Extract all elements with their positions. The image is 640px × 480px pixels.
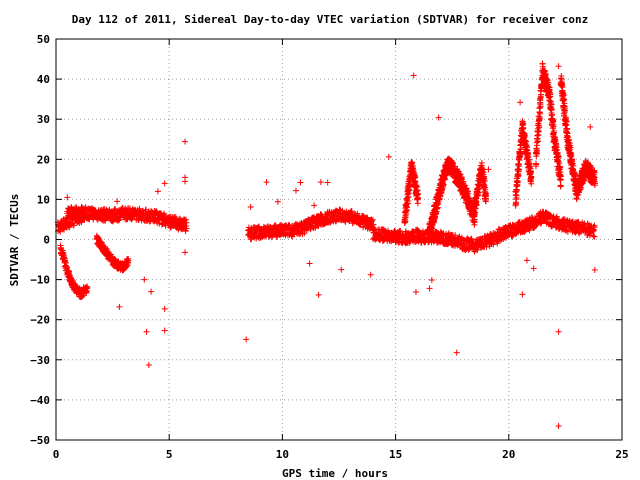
y-tick-label: −20 [30, 314, 50, 327]
x-tick-label: 15 [389, 448, 402, 461]
y-axis-label: SDTVAR / TECUs [8, 194, 21, 287]
data-point [71, 222, 78, 229]
data-point [415, 227, 422, 234]
data-point [474, 246, 481, 253]
data-point [359, 213, 366, 220]
y-tick-label: −40 [30, 394, 50, 407]
data-point [406, 240, 413, 247]
x-tick-label: 10 [276, 448, 289, 461]
data-point [182, 228, 189, 235]
data-point [348, 208, 355, 215]
data-point [397, 227, 404, 234]
x-tick-label: 25 [615, 448, 628, 461]
y-tick-label: 10 [37, 193, 50, 206]
chart-title: Day 112 of 2011, Sidereal Day-to-day VTE… [72, 13, 589, 26]
x-tick-label: 20 [502, 448, 515, 461]
y-tick-label: 0 [43, 234, 50, 247]
data-point [182, 216, 189, 223]
data-point [153, 208, 160, 215]
data-point [468, 236, 475, 243]
y-tick-label: 50 [37, 33, 50, 46]
data-point [364, 214, 371, 221]
data-point [315, 223, 322, 230]
data-point [490, 241, 497, 248]
y-tick-label: 30 [37, 113, 50, 126]
data-point [183, 225, 190, 232]
y-tick-label: −10 [30, 274, 50, 287]
data-point [336, 206, 343, 213]
data-point [115, 217, 122, 224]
y-tick-label: 40 [37, 73, 50, 86]
x-axis-label: GPS time / hours [282, 467, 388, 480]
data-point [183, 219, 190, 226]
y-tick-label: 20 [37, 153, 50, 166]
data-points [54, 60, 598, 429]
y-tick-label: −50 [30, 434, 50, 447]
y-tick-label: −30 [30, 354, 50, 367]
x-tick-label: 0 [53, 448, 60, 461]
x-tick-label: 5 [166, 448, 173, 461]
